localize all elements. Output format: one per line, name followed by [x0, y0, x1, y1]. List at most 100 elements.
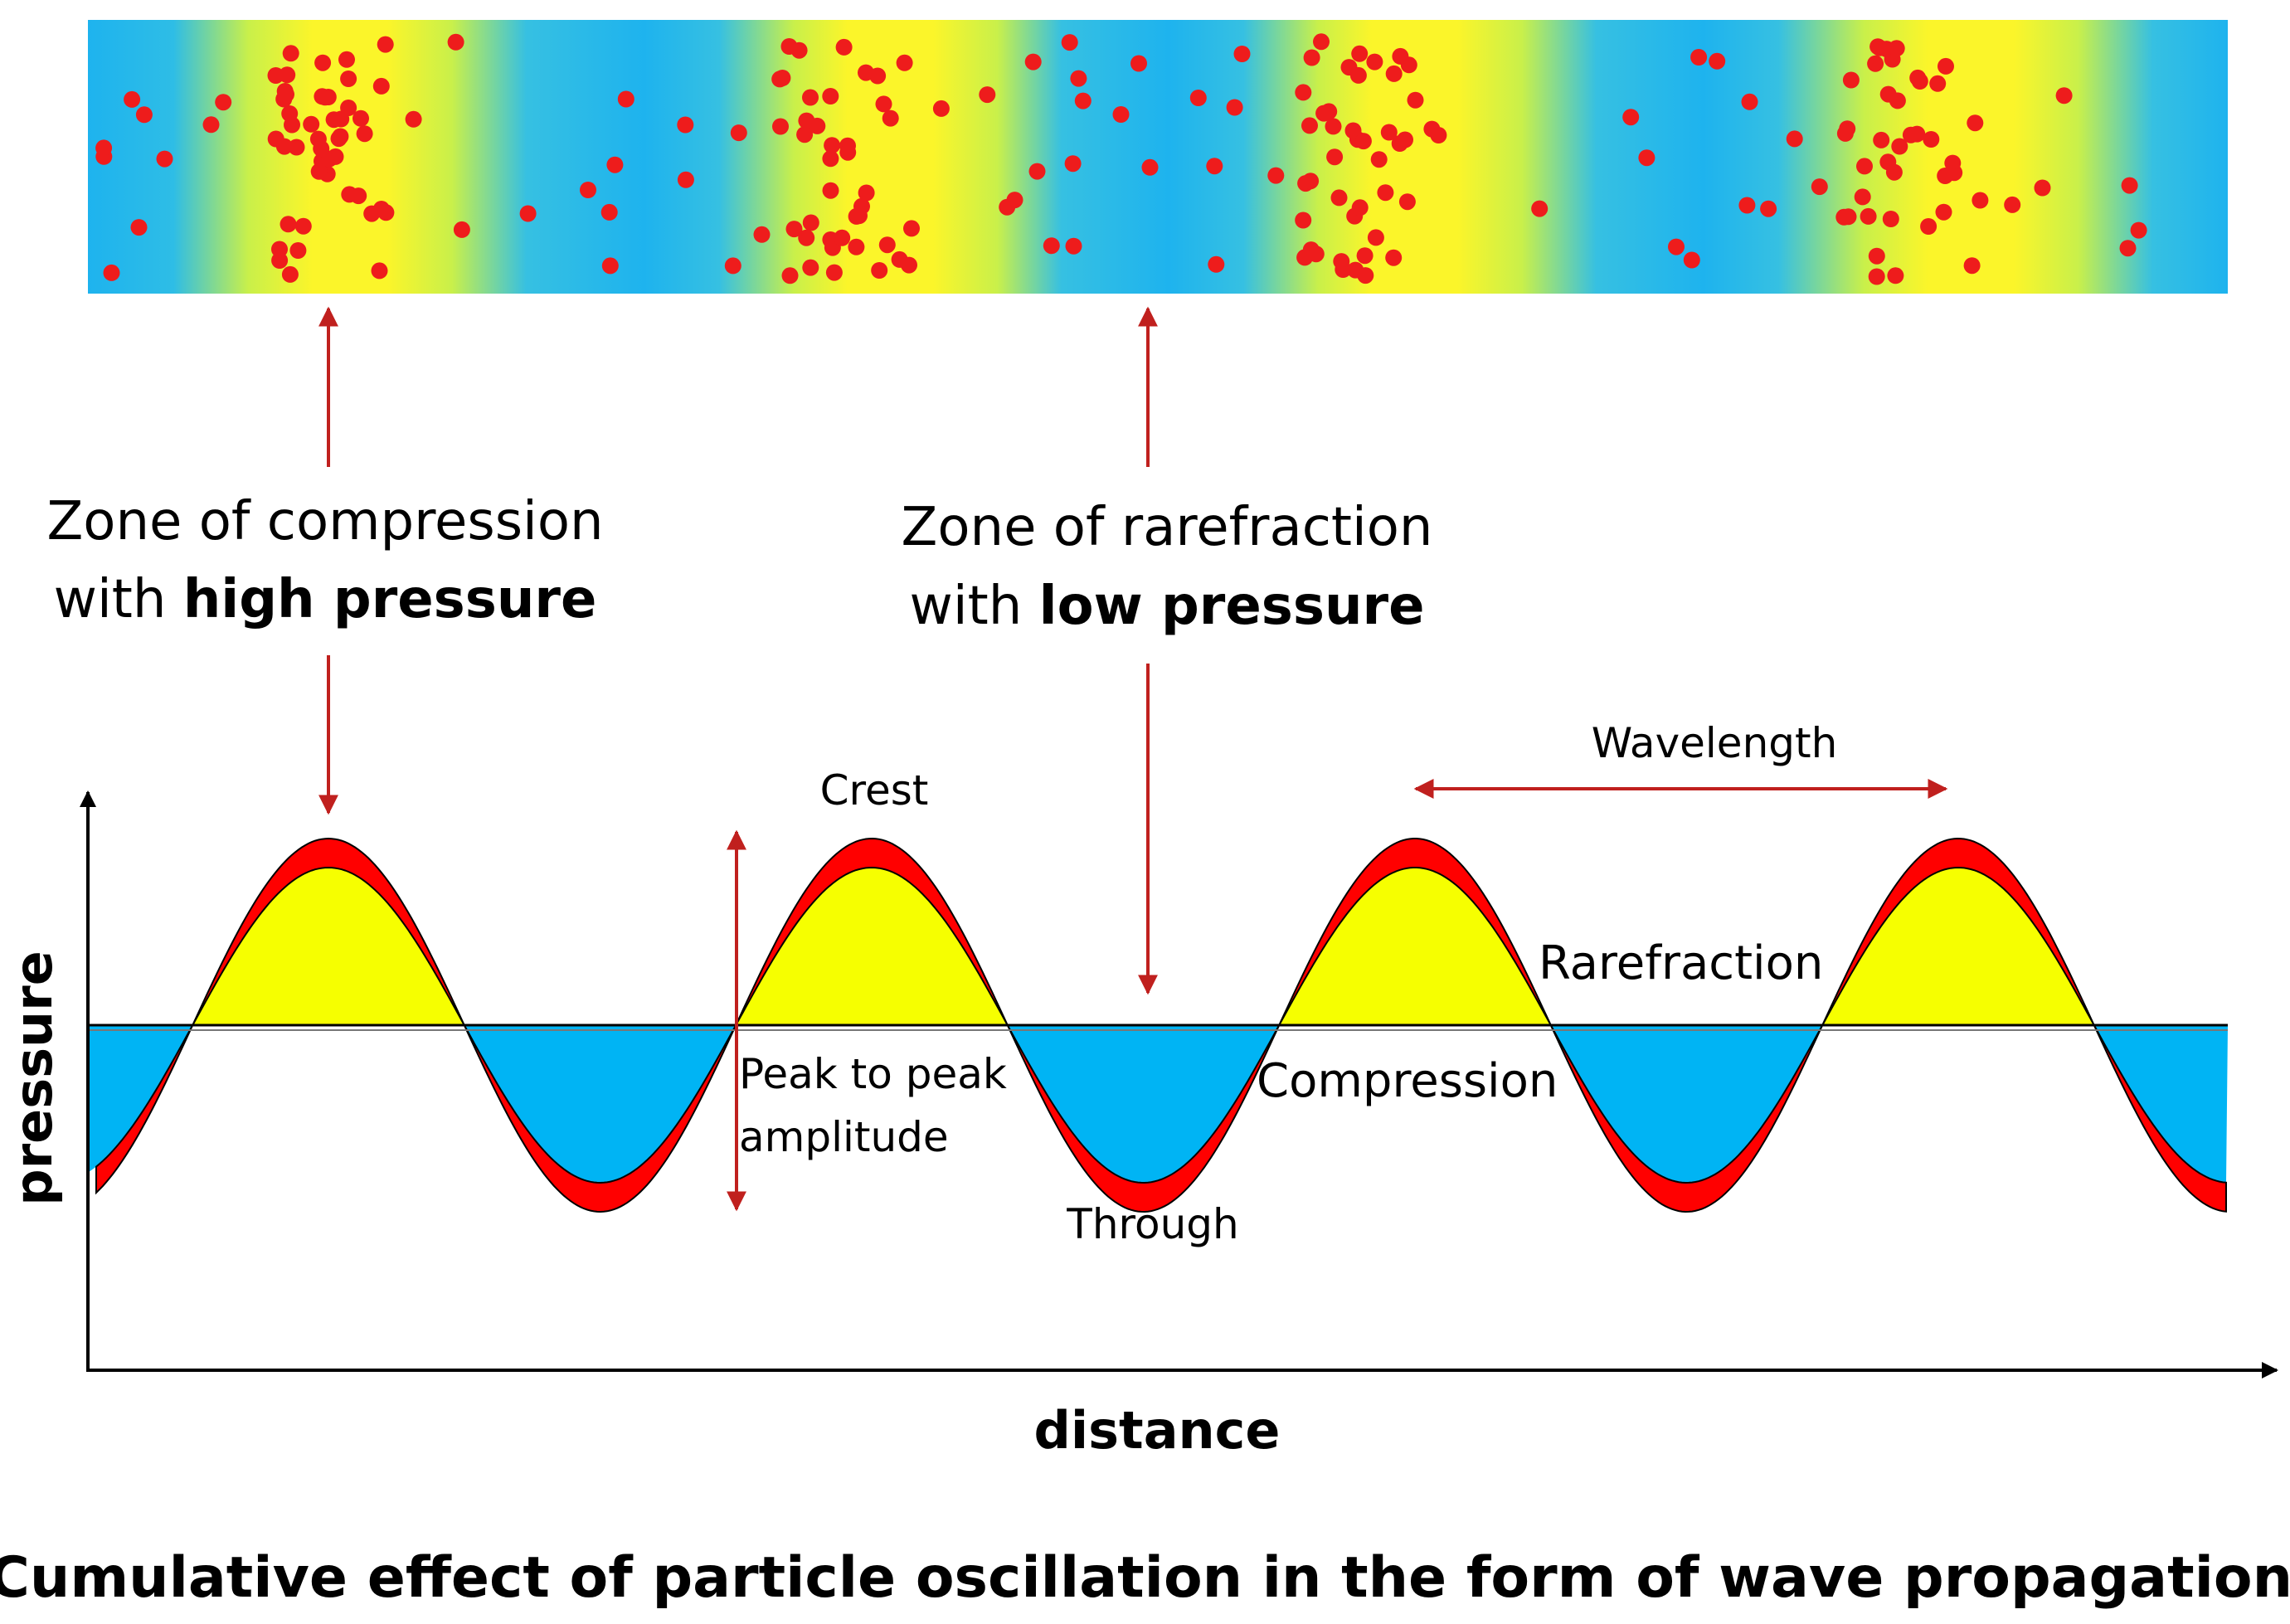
particles-group — [95, 33, 2147, 285]
particle — [338, 51, 355, 68]
particle — [1112, 106, 1130, 123]
particle — [796, 126, 814, 143]
particle — [896, 54, 913, 71]
particle — [1868, 268, 1885, 285]
particle — [781, 267, 799, 284]
particle — [1856, 158, 1873, 175]
particle — [798, 112, 815, 129]
particle — [1920, 218, 1938, 235]
particle — [1887, 267, 1904, 284]
particle — [1868, 247, 1885, 265]
particle — [289, 242, 307, 259]
particle — [1836, 124, 1854, 142]
particle — [282, 45, 299, 62]
particle — [313, 140, 330, 158]
particle — [341, 186, 358, 203]
wave-band — [95, 837, 2227, 1213]
particle — [802, 89, 819, 106]
particle-tube — [88, 20, 2228, 294]
crest-label: Crest — [820, 766, 929, 814]
particle — [1385, 65, 1403, 82]
particle — [2034, 179, 2051, 197]
particle — [340, 71, 357, 87]
particle — [352, 109, 369, 127]
particle — [1709, 52, 1726, 70]
peak-to-peak-label-line2: amplitude — [739, 1113, 949, 1161]
particle — [288, 139, 305, 156]
figure-caption: Cumulative effect of particle oscillatio… — [0, 1545, 2290, 1611]
particle — [1208, 255, 1225, 273]
particle — [371, 262, 388, 280]
particle — [848, 207, 865, 225]
particle — [95, 139, 113, 157]
particle — [453, 221, 470, 238]
particle — [677, 171, 694, 188]
particle — [891, 250, 908, 268]
rarefaction-zone-line1: Zone of rarefraction — [902, 497, 1433, 558]
particle — [1357, 267, 1374, 284]
particle — [1835, 208, 1853, 226]
particle — [825, 264, 843, 281]
particle — [999, 198, 1016, 216]
particle — [1335, 261, 1352, 278]
particle — [1929, 75, 1947, 92]
particle — [280, 216, 297, 233]
particle — [1351, 45, 1369, 62]
particle — [1301, 117, 1318, 134]
particle — [858, 184, 875, 202]
particle — [130, 219, 148, 236]
particle — [294, 217, 312, 235]
particle — [1392, 47, 1409, 65]
particle — [1690, 49, 1708, 66]
particle — [617, 90, 634, 108]
particle — [1902, 126, 1919, 143]
particle — [1786, 130, 1803, 148]
particle — [780, 38, 798, 55]
particle — [314, 54, 332, 71]
particle — [1325, 118, 1342, 135]
particle — [1233, 46, 1251, 62]
particle — [848, 238, 865, 255]
particle — [798, 229, 815, 246]
particle — [124, 90, 141, 108]
particle — [1963, 257, 1981, 275]
particle — [1380, 124, 1398, 141]
particle — [601, 257, 619, 275]
compression-label: Compression — [1257, 1054, 1558, 1108]
particle — [1303, 49, 1320, 66]
particle — [753, 226, 771, 243]
particle — [878, 236, 896, 254]
particle — [1065, 237, 1082, 255]
particle — [932, 100, 950, 117]
particle — [1189, 90, 1207, 106]
particle — [600, 203, 618, 221]
particle — [882, 109, 899, 127]
particle — [580, 182, 596, 198]
particle — [1028, 163, 1046, 180]
particle — [1842, 71, 1860, 89]
particle — [1923, 131, 1940, 148]
particle — [1326, 148, 1344, 166]
particle — [276, 83, 294, 100]
particle — [447, 33, 464, 51]
particle — [356, 125, 373, 143]
x-axis-label: distance — [1034, 1400, 1281, 1461]
particle — [1330, 189, 1348, 207]
particle — [135, 106, 153, 124]
particle — [1944, 154, 1962, 172]
particle — [1349, 66, 1367, 84]
particle — [1741, 93, 1758, 110]
particle — [1683, 251, 1700, 269]
particle — [606, 156, 624, 173]
particle — [2121, 177, 2138, 194]
particle — [202, 116, 220, 134]
particle — [1366, 53, 1383, 71]
compression-zone-line2: with high pressure — [54, 569, 597, 630]
particle — [1367, 229, 1384, 246]
particle — [1295, 212, 1312, 229]
particle — [1070, 70, 1087, 87]
particle — [1911, 73, 1928, 90]
particle — [1296, 249, 1314, 266]
particle — [834, 229, 851, 246]
particle — [1302, 173, 1320, 190]
